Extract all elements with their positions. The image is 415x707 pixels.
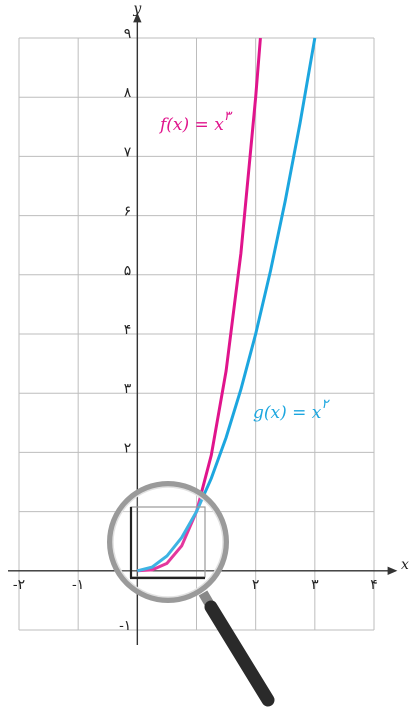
x-tick-label: ۲: [252, 577, 260, 593]
y-tick-label: ۶: [124, 204, 132, 220]
y-tick-label: ۲: [124, 440, 132, 456]
g-label: g(x) = x۲: [253, 397, 330, 423]
magnifier: [110, 484, 268, 700]
x-tick-label: ۴: [370, 577, 378, 593]
x-tick-label: ۳: [311, 577, 319, 593]
y-tick-label: ۷: [124, 144, 132, 160]
y-tick-label: ۴: [124, 322, 132, 338]
x-tick-label: -۱: [72, 577, 84, 593]
y-tick-label: ۵: [124, 263, 132, 279]
x-tick-label: -۲: [13, 577, 25, 593]
chart: -۲ -۱ ۲ ۳ ۴ -۱ ۲ ۳ ۴ ۵ ۶ ۷ ۸ ۹ x y f(x) = x۳ g(x) = x۲: [0, 0, 415, 707]
y-tick-label: ۹: [124, 26, 132, 42]
x-axis-label: x: [401, 557, 409, 573]
y-axis-label: y: [132, 1, 142, 17]
f-label: f(x) = x۳: [158, 109, 233, 135]
y-tick-label: ۸: [124, 85, 132, 101]
y-tick-label: -۱: [119, 618, 131, 634]
y-tick-label: ۳: [124, 381, 132, 397]
